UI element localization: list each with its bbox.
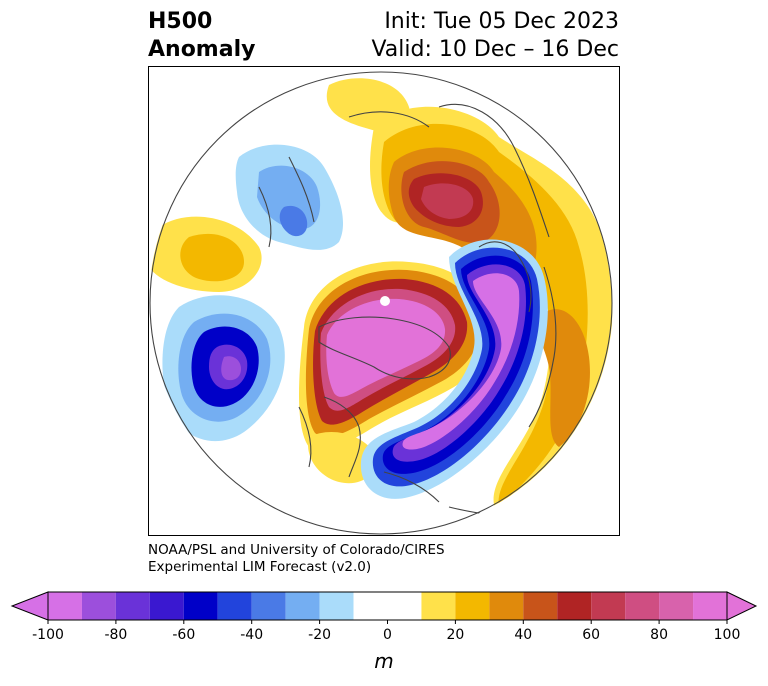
colorbar-tick-label: 20 (446, 627, 465, 643)
colorbar-segment (625, 592, 660, 620)
colorbar-tick-label: -80 (104, 627, 128, 643)
colorbar-tick-label: -60 (172, 627, 196, 643)
colorbar-tick-label: -100 (32, 627, 64, 643)
north-pole-marker (380, 296, 390, 306)
positive-anomaly-gulf (308, 432, 375, 484)
anomaly-map-canvas (149, 71, 613, 535)
colorbar-extend-low (10, 591, 49, 621)
colorbar-segment (285, 592, 320, 620)
colorbar (10, 591, 758, 624)
colorbar-tick-label: 100 (713, 627, 741, 643)
positive-anomaly-arctic (299, 261, 490, 451)
colorbar-segment (489, 592, 524, 620)
colorbar-segment (591, 592, 626, 620)
colorbar-segment (353, 592, 422, 620)
colorbar-tick-label: 80 (650, 627, 669, 643)
colorbar-segment (319, 592, 354, 620)
negative-anomaly-pacific (162, 295, 285, 442)
variable-type: Anomaly (148, 37, 256, 62)
map-title: H500 Anomaly (148, 8, 255, 64)
colorbar-tick-label: 40 (514, 627, 533, 643)
colorbar-segment (81, 592, 116, 620)
coastlines (149, 71, 613, 535)
colorbar-segment (149, 592, 184, 620)
colorbar-tick-label: -20 (308, 627, 332, 643)
colorbar-segment (421, 592, 456, 620)
credit-text: NOAA/PSL and University of Colorado/CIRE… (148, 542, 445, 576)
credit-line-1: NOAA/PSL and University of Colorado/CIRE… (148, 542, 445, 558)
credit-line-2: Experimental LIM Forecast (v2.0) (148, 559, 372, 575)
colorbar-segment (455, 592, 490, 620)
colorbar-segment (251, 592, 286, 620)
colorbar-segment (659, 592, 694, 620)
anomaly-map (148, 66, 620, 536)
colorbar-segment (217, 592, 252, 620)
variable-name: H500 (148, 9, 213, 34)
colorbar-tick-label: 0 (383, 627, 392, 643)
colorbar-unit: m (374, 649, 394, 673)
negative-anomaly-north-america (360, 239, 548, 499)
colorbar-segment (115, 592, 150, 620)
colorbar-segment (48, 592, 82, 620)
colorbar-segment (183, 592, 218, 620)
negative-anomaly-scandinavia (235, 144, 344, 250)
init-date: Init: Tue 05 Dec 2023 (384, 9, 619, 34)
colorbar-extend-high (726, 591, 758, 621)
forecast-dates: Init: Tue 05 Dec 2023 Valid: 10 Dec – 16… (371, 8, 619, 64)
colorbar-segment (523, 592, 558, 620)
colorbar-tick-label: -40 (240, 627, 264, 643)
colorbar-segment (557, 592, 592, 620)
valid-range: Valid: 10 Dec – 16 Dec (371, 37, 619, 62)
colorbar-segment (693, 592, 727, 620)
positive-anomaly-atlantic (149, 78, 410, 292)
colorbar-tick-label: 60 (582, 627, 601, 643)
